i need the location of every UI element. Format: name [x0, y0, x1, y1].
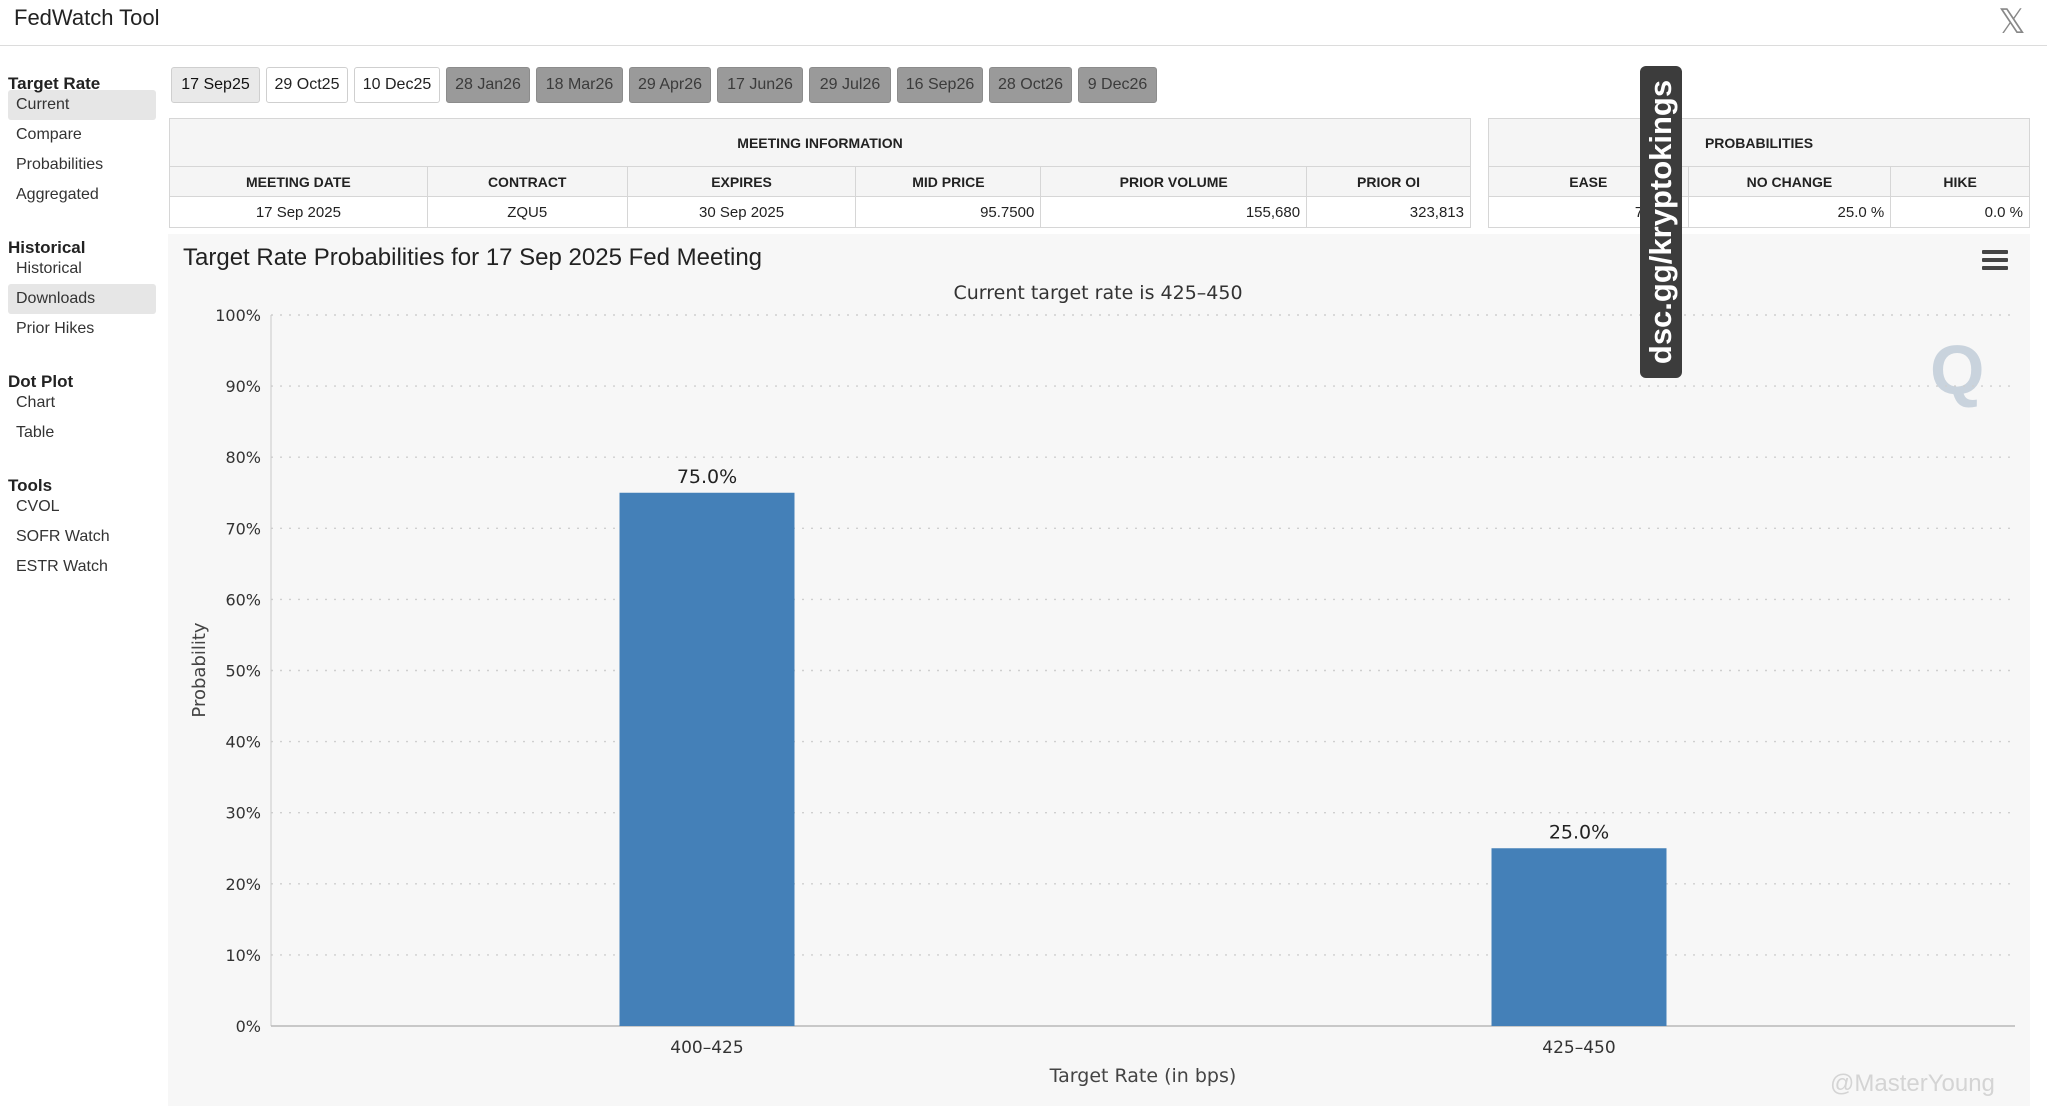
- tab-29-jul26[interactable]: 29 Jul26: [809, 67, 891, 103]
- tab-28-oct26[interactable]: 28 Oct26: [989, 67, 1072, 103]
- overlay-tag: dsc.gg/kryptokings: [1640, 66, 1682, 378]
- sidebar-section: Target Rate Current Compare Probabilities Ag…: [8, 60, 156, 210]
- col-prior-volume: PRIOR VOLUME: [1040, 166, 1308, 197]
- y-tick-label: 10%: [225, 946, 261, 965]
- sidebar-item-aggregated[interactable]: Aggregated: [16, 186, 99, 203]
- tab-16-sep26[interactable]: 16 Sep26: [897, 67, 983, 103]
- overlay-tag-text: dsc.gg/kryptokings: [1643, 79, 1678, 365]
- tab-18-mar26[interactable]: 18 Mar26: [536, 67, 623, 103]
- y-tick-label: 20%: [225, 875, 261, 894]
- probabilities-table: PROBABILITIES EASE NO CHANGE HIKE 75.0 %…: [1488, 118, 2030, 228]
- bar: [619, 492, 795, 1026]
- y-tick-label: 100%: [215, 306, 261, 325]
- sidebar-heading: Tools: [8, 476, 53, 495]
- x-tick-label: 425–450: [1542, 1038, 1615, 1058]
- y-axis-title: Probability: [189, 622, 210, 717]
- expires-value: 30 Sep 2025: [626, 196, 857, 228]
- sidebar-section: Historical Historical Downloads Prior Hikes: [8, 224, 156, 344]
- app-title: FedWatch Tool: [14, 5, 160, 30]
- bar: [1491, 848, 1667, 1026]
- tab-9-dec26[interactable]: 9 Dec26: [1078, 67, 1157, 103]
- sidebar-item-current[interactable]: Current: [8, 90, 156, 120]
- sidebar-item-table[interactable]: Table: [16, 424, 55, 441]
- sidebar-item-prior-hikes[interactable]: Prior Hikes: [16, 320, 95, 337]
- prior-oi-value: 323,813: [1306, 196, 1471, 228]
- close-icon[interactable]: 𝕏: [1998, 3, 2026, 41]
- tab-10-dec25[interactable]: 10 Dec25: [354, 67, 440, 103]
- sidebar: Target Rate Current Compare Probabilities Ag…: [8, 60, 156, 596]
- contract-value: ZQU5: [426, 196, 628, 228]
- table-row: 17 Sep 2025 ZQU5 30 Sep 2025 95.7500 155…: [169, 196, 1471, 228]
- chart-subtitle: Current target rate is 425–450: [953, 282, 1242, 304]
- sidebar-heading: Target Rate: [8, 74, 101, 93]
- x-axis-title: Target Rate (in bps): [1049, 1065, 1237, 1087]
- col-mid-price: MID PRICE: [855, 166, 1042, 197]
- hike-value: 0.0 %: [1890, 196, 2030, 228]
- mid-price-value: 95.7500: [855, 196, 1042, 228]
- y-tick-label: 30%: [225, 804, 261, 823]
- tab-29-apr26[interactable]: 29 Apr26: [629, 67, 711, 103]
- col-no-change: NO CHANGE: [1687, 166, 1892, 197]
- sidebar-item-downloads[interactable]: Downloads: [8, 284, 156, 314]
- sidebar-item-estr-watch[interactable]: ESTR Watch: [16, 558, 108, 575]
- sidebar-item-compare[interactable]: Compare: [16, 126, 82, 143]
- tab-29-oct25[interactable]: 29 Oct25: [266, 67, 348, 103]
- no-change-value: 25.0 %: [1687, 196, 1892, 228]
- sidebar-heading: Historical: [8, 238, 86, 257]
- menu-icon[interactable]: [1982, 250, 2008, 272]
- col-prior-oi: PRIOR OI: [1306, 166, 1471, 197]
- tab-17-jun26[interactable]: 17 Jun26: [717, 67, 803, 103]
- tab-17-sep25[interactable]: 17 Sep25: [171, 67, 260, 103]
- meeting-information-heading: MEETING INFORMATION: [169, 118, 1471, 167]
- y-tick-label: 60%: [225, 590, 261, 609]
- data-label: 75.0%: [677, 466, 737, 488]
- x-tick-label: 400–425: [670, 1038, 743, 1058]
- meeting-date-value: 17 Sep 2025: [169, 196, 428, 228]
- tab-28-jan26[interactable]: 28 Jan26: [446, 67, 530, 103]
- logo-watermark: Q: [1930, 331, 1985, 409]
- y-tick-label: 50%: [225, 662, 261, 681]
- sidebar-item-historical[interactable]: Historical: [16, 260, 82, 277]
- sidebar-heading: Dot Plot: [8, 372, 74, 391]
- meeting-information-table: MEETING INFORMATION MEETING DATE CONTRAC…: [169, 118, 1471, 228]
- sidebar-section: Dot Plot Chart Table: [8, 358, 156, 448]
- y-tick-label: 70%: [225, 519, 261, 538]
- data-label: 25.0%: [1549, 821, 1609, 843]
- sidebar-item-chart[interactable]: Chart: [16, 394, 56, 411]
- table-row: 75.0 % 25.0 % 0.0 %: [1488, 196, 2030, 228]
- y-tick-label: 0%: [236, 1017, 261, 1036]
- col-hike: HIKE: [1890, 166, 2030, 197]
- sidebar-item-cvol[interactable]: CVOL: [16, 498, 60, 515]
- sidebar-item-sofr-watch[interactable]: SOFR Watch: [16, 528, 110, 545]
- col-meeting-date: MEETING DATE: [169, 166, 428, 197]
- prior-volume-value: 155,680: [1040, 196, 1308, 228]
- y-tick-label: 40%: [225, 733, 261, 752]
- sidebar-item-probabilities[interactable]: Probabilities: [16, 156, 104, 173]
- col-expires: EXPIRES: [626, 166, 857, 197]
- chart-title: Target Rate Probabilities for 17 Sep 202…: [183, 244, 763, 271]
- y-tick-label: 80%: [225, 448, 261, 467]
- sidebar-section: Tools CVOL SOFR Watch ESTR Watch: [8, 462, 156, 582]
- top-bar: FedWatch Tool 𝕏: [0, 0, 2047, 46]
- y-tick-label: 90%: [225, 377, 261, 396]
- credit-watermark: @MasterYoung: [1830, 1070, 1995, 1097]
